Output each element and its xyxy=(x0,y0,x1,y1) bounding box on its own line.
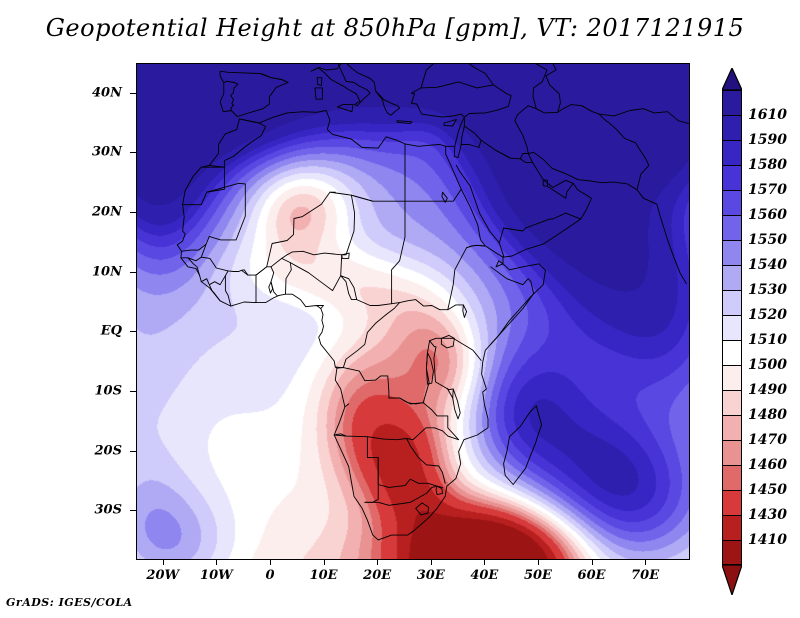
y-axis-tick xyxy=(130,331,136,333)
x-axis-tick xyxy=(269,559,271,565)
x-axis-tick-label: 70E xyxy=(631,568,660,583)
y-axis-tick-label: 20S xyxy=(94,443,122,459)
colorbar-tick-label: 1490 xyxy=(748,382,787,398)
colorbar-segment[interactable] xyxy=(722,465,742,490)
y-axis-tick xyxy=(130,450,136,452)
colorbar-segment[interactable] xyxy=(722,315,742,340)
colorbar-tick-label: 1480 xyxy=(748,407,787,423)
x-axis-tick xyxy=(430,559,432,565)
x-axis-tick xyxy=(216,559,218,565)
x-axis-tick-label: 50E xyxy=(523,568,552,583)
y-axis-tick xyxy=(130,510,136,512)
x-axis-tick xyxy=(323,559,325,565)
y-axis-tick-label: EQ xyxy=(100,323,122,339)
y-axis-tick-label: 20N xyxy=(92,204,122,220)
y-axis-tick xyxy=(130,271,136,273)
x-axis-tick xyxy=(645,559,647,565)
x-axis-tick-label: 10W xyxy=(200,568,233,583)
y-axis-tick xyxy=(130,391,136,392)
colorbar-segment[interactable] xyxy=(722,165,742,190)
y-axis-tick-label: 30N xyxy=(92,144,122,160)
x-axis-tick-label: 60E xyxy=(577,568,606,583)
x-axis-tick-label: 40E xyxy=(470,568,499,583)
colorbar-tick-label: 1410 xyxy=(748,532,787,548)
geopotential-height-field xyxy=(137,64,689,559)
y-axis-tick-label: 10N xyxy=(92,264,122,280)
x-axis-tick-label: 0 xyxy=(265,568,275,583)
colorbar-tick-label: 1550 xyxy=(748,232,787,248)
colorbar-tick-label: 1560 xyxy=(748,207,787,223)
credit-text: GrADS: IGES/COLA xyxy=(6,596,133,609)
colorbar-tick-label: 1570 xyxy=(748,182,787,198)
colorbar-tick-label: 1540 xyxy=(748,257,787,273)
colorbar-segment[interactable] xyxy=(722,415,742,440)
x-axis-tick xyxy=(484,559,486,565)
colorbar-arrow-top xyxy=(721,66,743,91)
x-axis-tick-label: 20W xyxy=(146,568,180,583)
colorbar-segment[interactable] xyxy=(722,240,742,265)
colorbar-tick-label: 1520 xyxy=(748,307,787,323)
colorbar-segment[interactable] xyxy=(722,140,742,165)
y-axis-tick xyxy=(130,152,136,154)
x-axis-tick-label: 30E xyxy=(416,568,445,583)
colorbar-segment[interactable] xyxy=(722,265,742,290)
colorbar-tick-label: 1450 xyxy=(748,482,787,498)
colorbar-segment[interactable] xyxy=(722,515,742,540)
colorbar-segment[interactable] xyxy=(722,540,742,565)
x-axis-tick-label: 10E xyxy=(309,568,338,583)
y-axis-tick xyxy=(130,92,136,94)
colorbar-tick-label: 1530 xyxy=(748,282,787,298)
y-axis-tick-label: 40N xyxy=(92,85,122,101)
colorbar-segment[interactable] xyxy=(722,190,742,215)
x-axis-tick xyxy=(591,559,593,565)
colorbar-segment[interactable] xyxy=(722,390,742,415)
colorbar-segment[interactable] xyxy=(722,215,742,240)
colorbar-segment[interactable] xyxy=(722,90,742,115)
x-axis-tick xyxy=(162,559,164,565)
colorbar-segment[interactable] xyxy=(722,340,742,365)
colorbar-tick-label: 1580 xyxy=(748,157,787,173)
y-axis-tick xyxy=(130,212,136,214)
colorbar-tick-label: 1590 xyxy=(748,132,787,148)
colorbar[interactable]: 1610 1590 1580 1570 1560 1550 1540 1530 1520 1510… xyxy=(718,62,798,597)
colorbar-segment[interactable] xyxy=(722,365,742,390)
colorbar-tick-label: 1610 xyxy=(748,107,787,123)
x-axis-tick-label: 20E xyxy=(363,568,392,583)
colorbar-tick-label: 1500 xyxy=(748,357,787,373)
colorbar-arrow-bottom xyxy=(721,564,743,597)
colorbar-segment[interactable] xyxy=(722,490,742,515)
colorbar-segments[interactable] xyxy=(722,90,742,565)
page-title: Geopotential Height at 850hPa [gpm], VT:… xyxy=(45,14,745,42)
x-axis-tick xyxy=(537,559,539,565)
colorbar-tick-label: 1510 xyxy=(748,332,787,348)
map-plot-panel[interactable] xyxy=(136,63,690,560)
colorbar-tick-label: 1460 xyxy=(748,457,787,473)
y-axis-tick-label: 10S xyxy=(94,383,122,399)
colorbar-tick-label: 1430 xyxy=(748,507,787,523)
y-axis-tick-label: 30S xyxy=(94,502,122,518)
colorbar-segment[interactable] xyxy=(722,115,742,140)
colorbar-segment[interactable] xyxy=(722,290,742,315)
colorbar-segment[interactable] xyxy=(722,440,742,465)
colorbar-tick-label: 1470 xyxy=(748,432,787,448)
x-axis-tick xyxy=(377,559,379,565)
